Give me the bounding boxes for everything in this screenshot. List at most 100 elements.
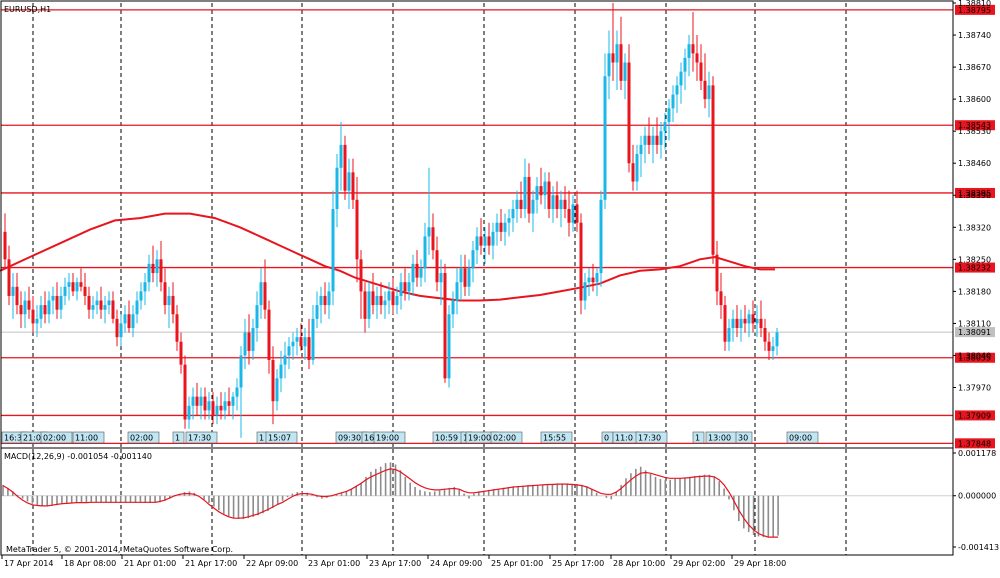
candle-body [47,300,51,315]
event-marker-label: 09:00 [789,434,812,443]
event-marker[interactable] [786,431,819,444]
price-level-label-bg [955,410,995,421]
candle-body [403,282,407,292]
candle-body [19,305,23,315]
candle-body [631,163,635,182]
candle-body [623,62,627,81]
chart-frame [0,0,954,556]
moving-average-line [0,212,775,302]
candle-body [719,291,723,306]
candle-body [547,181,551,209]
candle-body [99,300,103,310]
price-axis-label: 1.38180 [958,287,991,296]
event-marker-label: 19:00 [376,434,399,443]
candle-body [391,291,395,306]
candle-body [479,236,483,246]
candle-body [487,236,491,246]
price-level-label-bg [955,120,995,131]
candle-body [455,282,459,301]
candle-body [299,337,303,347]
candle-body [255,305,259,328]
event-marker[interactable] [490,431,523,444]
event-marker-label: 17:30 [638,434,661,443]
candle-body [303,337,307,347]
price-axis-label: 1.38740 [958,31,991,40]
candle-body [627,62,631,164]
event-marker[interactable] [40,431,73,444]
candle-body [71,282,75,292]
candle-body [651,135,655,145]
candle-body [183,364,187,420]
candle-body [167,295,171,306]
macd-signal-line [2,468,779,538]
price-level-label-bg [955,352,995,363]
candle-body [127,314,131,328]
candle-body [775,332,779,347]
candle-body [35,318,39,324]
event-marker-label: 09:30 [338,434,361,443]
event-marker[interactable] [265,431,298,444]
candle-body [759,318,763,328]
candle-body [351,172,355,200]
candle-body [67,282,71,287]
candle-body [679,71,683,86]
candle-body [251,327,255,351]
candle-body [279,364,283,379]
candle-body [747,314,751,324]
event-marker[interactable] [185,431,218,444]
price-axis-label: 1.38250 [958,255,991,264]
candle-body [771,346,775,351]
price-axis-label: 1.38110 [958,319,991,328]
candle-body [79,282,83,287]
event-marker[interactable] [127,431,160,444]
candle-body [323,295,327,306]
current-price-label-bg [955,327,995,338]
candle-body [743,318,747,324]
event-marker-label: 10:59 [435,434,458,443]
price-axis-label: 1.38460 [958,159,991,168]
candle-body [447,314,451,379]
candle-body [475,236,479,251]
candle-body [335,167,339,209]
candle-body [23,300,27,315]
candle-body [263,282,267,310]
candle-body [715,254,719,292]
candle-body [595,273,599,283]
candle-body [531,199,535,214]
event-marker[interactable] [692,431,705,444]
event-marker[interactable] [72,431,105,444]
candle-body [199,396,203,406]
candle-body [43,305,47,315]
event-marker-label: 11:00 [75,434,98,443]
event-marker-label: 13:00 [708,434,731,443]
candle-body [103,305,107,310]
candle-body [619,44,623,81]
candle-body [539,186,543,196]
candle-body [163,282,167,306]
candle-body [231,396,235,406]
event-marker[interactable] [635,431,668,444]
event-marker[interactable] [540,431,573,444]
price-axis-label: 1.38390 [958,191,991,200]
candle-body [171,295,175,315]
candle-body [467,268,471,287]
candle-body [311,318,315,361]
price-level-label-bg [955,262,995,273]
candle-body [39,305,43,319]
candle-body [563,199,567,209]
event-marker[interactable] [172,431,185,444]
candle-body [647,135,651,145]
event-marker[interactable] [735,431,753,444]
candle-body [419,268,423,278]
candle-body [367,291,371,319]
candle-body [191,396,195,406]
candle-body [159,259,163,283]
candle-body [143,282,147,292]
candle-body [379,295,383,306]
event-marker[interactable] [373,431,406,444]
candle-body [95,300,99,306]
candle-body [767,341,771,351]
candle-body [643,135,647,145]
